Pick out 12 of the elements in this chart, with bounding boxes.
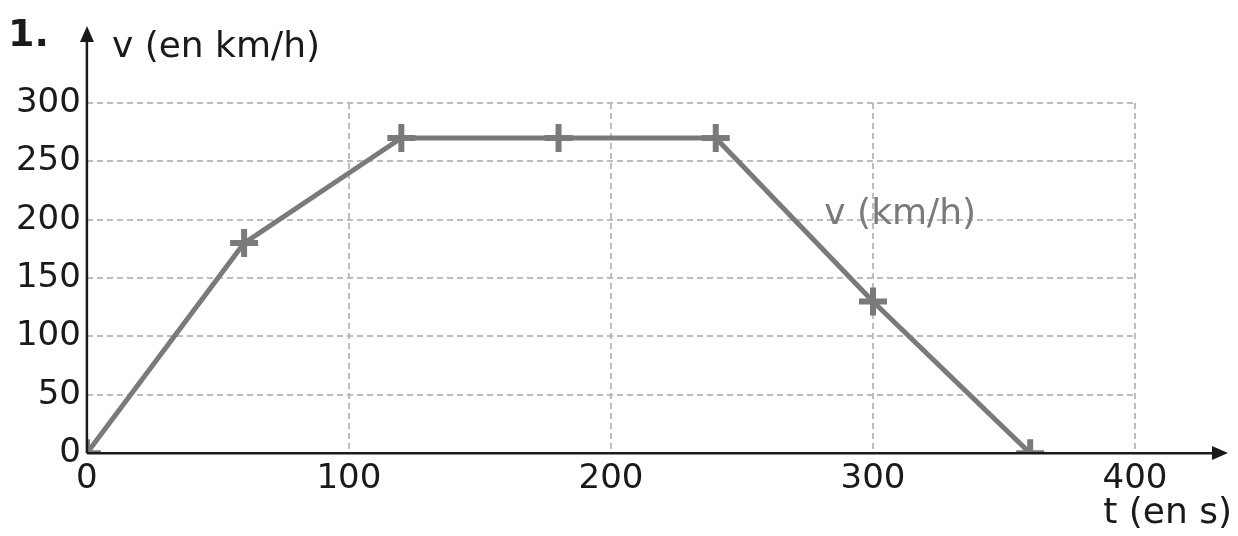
y-axis-title: v (en km/h) bbox=[111, 24, 320, 66]
y-tick-label: 100 bbox=[15, 313, 81, 354]
x-tick-label: 100 bbox=[316, 456, 382, 497]
y-tick-label: 150 bbox=[15, 254, 81, 295]
y-tick-label: 300 bbox=[15, 79, 81, 120]
x-tick-label: 200 bbox=[578, 456, 644, 497]
series-label: v (km/h) bbox=[824, 191, 977, 233]
text: 1. bbox=[8, 10, 49, 55]
y-tick-label: 250 bbox=[15, 138, 81, 179]
y-tick-label: 50 bbox=[37, 371, 81, 412]
y-tick-label: 200 bbox=[15, 196, 81, 237]
x-tick-label: 300 bbox=[840, 456, 906, 497]
